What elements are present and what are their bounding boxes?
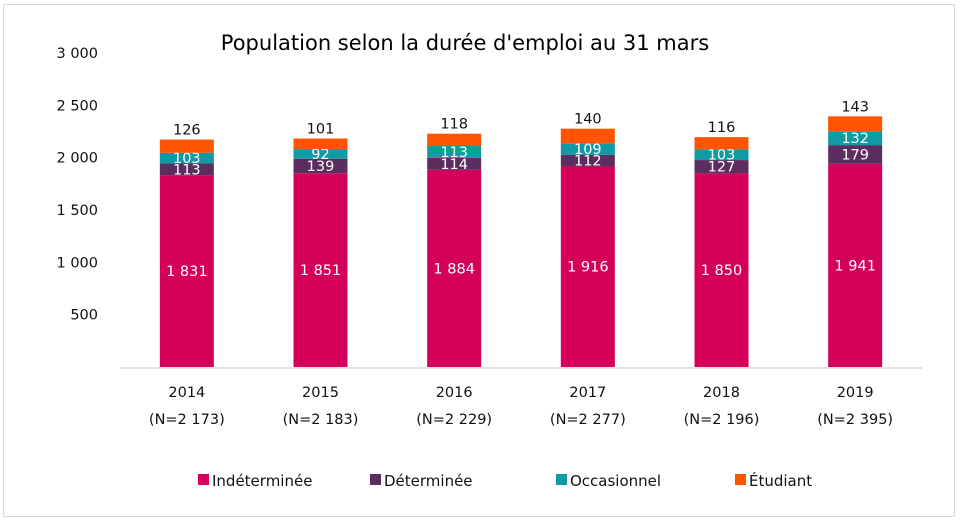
x-tick-label: 2014 bbox=[168, 385, 205, 401]
data-label: 101 bbox=[307, 122, 335, 138]
data-label: 1 851 bbox=[300, 263, 342, 279]
x-tick-label: 2017 bbox=[569, 385, 606, 401]
x-tick-sublabel: (N=2 229) bbox=[416, 412, 492, 428]
data-label: 112 bbox=[574, 154, 602, 170]
data-label: 116 bbox=[708, 120, 736, 136]
legend-label: Étudiant bbox=[749, 471, 812, 490]
bar-segment-determinee bbox=[694, 160, 749, 174]
bar-segment-indeterminee bbox=[828, 163, 883, 367]
bar-segment-indeterminee bbox=[159, 175, 214, 367]
data-label: 140 bbox=[574, 112, 602, 128]
data-label: 103 bbox=[173, 151, 201, 167]
bar-segment-determinee bbox=[828, 145, 883, 164]
legend-label: Occasionnel bbox=[570, 472, 661, 490]
x-tick-sublabel: (N=2 173) bbox=[149, 412, 225, 428]
bar-segment-occasionnel bbox=[828, 131, 883, 146]
bar-segment-etudiant bbox=[828, 116, 883, 132]
data-label: 139 bbox=[307, 159, 335, 175]
data-label: 109 bbox=[574, 142, 602, 158]
bar-segment-indeterminee bbox=[427, 169, 482, 367]
legend-label: Indéterminée bbox=[212, 472, 312, 490]
y-tick-label: 2 000 bbox=[56, 151, 98, 167]
bar-segment-etudiant bbox=[560, 128, 615, 144]
bar-segment-etudiant bbox=[293, 138, 348, 150]
data-label: 113 bbox=[173, 162, 201, 178]
data-label: 114 bbox=[440, 157, 468, 173]
y-tick-label: 2 500 bbox=[56, 98, 98, 114]
x-axis-labels: 2014 (N=2 173) 2015 (N=2 183) 2016 (N=2 229) 2… bbox=[149, 385, 893, 428]
bar-segment-indeterminee bbox=[560, 166, 615, 367]
data-label: 126 bbox=[173, 123, 201, 139]
legend-item: Occasionnel bbox=[556, 472, 661, 490]
bar-segment-occasionnel bbox=[159, 152, 214, 164]
bar-segment-occasionnel bbox=[427, 146, 482, 158]
data-label: 132 bbox=[841, 131, 869, 147]
data-label: 118 bbox=[440, 117, 468, 133]
legend-swatch bbox=[556, 474, 567, 485]
legend-swatch bbox=[198, 474, 209, 485]
data-label: 1 850 bbox=[701, 263, 743, 279]
y-axis: 500 1 000 1 500 2 000 2 500 3 000 bbox=[56, 46, 98, 324]
bar-segment-indeterminee bbox=[293, 173, 348, 367]
data-label: 103 bbox=[708, 148, 736, 164]
data-label: 143 bbox=[841, 99, 869, 115]
data-label: 127 bbox=[708, 160, 736, 176]
bar-segment-etudiant bbox=[694, 137, 749, 150]
x-tick-sublabel: (N=2 277) bbox=[550, 412, 626, 428]
bar-segment-etudiant bbox=[427, 133, 482, 147]
x-tick-label: 2016 bbox=[436, 385, 473, 401]
x-tick-sublabel: (N=2 183) bbox=[283, 412, 359, 428]
data-label: 1 941 bbox=[834, 258, 876, 274]
legend-item: Indéterminée bbox=[198, 472, 312, 490]
legend-label: Déterminée bbox=[384, 472, 473, 490]
x-tick-label: 2019 bbox=[837, 385, 874, 401]
chart-title: Population selon la durée d'emploi au 31… bbox=[221, 31, 709, 55]
data-label: 92 bbox=[311, 147, 329, 163]
bar-segment-determinee bbox=[427, 157, 482, 170]
y-tick-label: 3 000 bbox=[56, 46, 98, 62]
legend-swatch bbox=[370, 474, 381, 485]
data-label: 179 bbox=[841, 147, 869, 163]
y-tick-label: 1 500 bbox=[56, 203, 98, 219]
legend-item: Déterminée bbox=[370, 472, 473, 490]
legend-swatch bbox=[735, 474, 746, 485]
x-tick-sublabel: (N=2 395) bbox=[817, 412, 893, 428]
y-tick-label: 1 000 bbox=[56, 255, 98, 271]
bar-segment-occasionnel bbox=[293, 149, 348, 159]
data-label: 113 bbox=[440, 145, 468, 161]
legend-item: Étudiant bbox=[735, 471, 812, 490]
legend: Indéterminée Déterminée Occasionnel Étudian… bbox=[198, 471, 812, 490]
bar-segment-occasionnel bbox=[694, 149, 749, 161]
bar-segment-determinee bbox=[159, 163, 214, 176]
y-tick-label: 500 bbox=[70, 308, 98, 324]
x-tick-label: 2018 bbox=[703, 385, 740, 401]
bar-segment-occasionnel bbox=[560, 143, 615, 155]
data-label: 1 831 bbox=[166, 264, 208, 280]
data-label: 1 884 bbox=[433, 261, 475, 277]
x-tick-label: 2015 bbox=[302, 385, 339, 401]
bar-segment-etudiant bbox=[159, 139, 214, 153]
bar-segment-determinee bbox=[293, 158, 348, 174]
x-tick-sublabel: (N=2 196) bbox=[684, 412, 760, 428]
bar-segment-determinee bbox=[560, 154, 615, 167]
data-label: 1 916 bbox=[567, 260, 609, 276]
bar-segment-indeterminee bbox=[694, 173, 749, 367]
